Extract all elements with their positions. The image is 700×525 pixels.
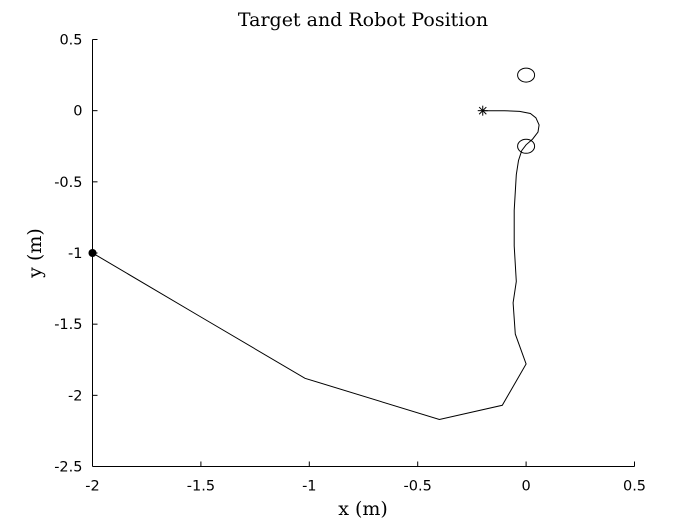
x-axis-label: x (m) (338, 498, 388, 520)
x-tick-label: -2 (85, 479, 99, 495)
chart-title: Target and Robot Position (238, 9, 488, 31)
y-axis-ticks: 0.5 0 -0.5 -1 -1.5 -2 -2.5 (54, 33, 98, 476)
y-tick-label: 0.5 (59, 33, 82, 49)
x-axis-ticks: -2 -1.5 -1 -0.5 0 0.5 (85, 461, 646, 495)
asterisk-marker (477, 105, 488, 116)
y-tick-label: -1 (68, 246, 82, 262)
target-circle-marker (517, 67, 536, 83)
y-tick-label: -0.5 (54, 175, 82, 191)
y-tick-label: -1.5 (54, 317, 82, 333)
plot-area (88, 67, 540, 421)
x-tick-label: -1 (302, 479, 316, 495)
y-tick-label: 0 (73, 104, 82, 120)
start-point-marker (88, 249, 97, 257)
robot-trajectory-line (92, 110, 540, 421)
x-tick-label: -0.5 (404, 479, 432, 495)
x-tick-label: 0 (521, 479, 530, 495)
y-tick-label: -2.5 (54, 460, 82, 476)
y-axis-label: y (m) (24, 228, 46, 279)
asterisk-stroke (478, 106, 487, 115)
target-circle-marker (517, 138, 536, 154)
y-tick-label: -2 (68, 388, 82, 404)
x-tick-label: -1.5 (187, 479, 215, 495)
x-tick-label: 0.5 (623, 479, 646, 495)
